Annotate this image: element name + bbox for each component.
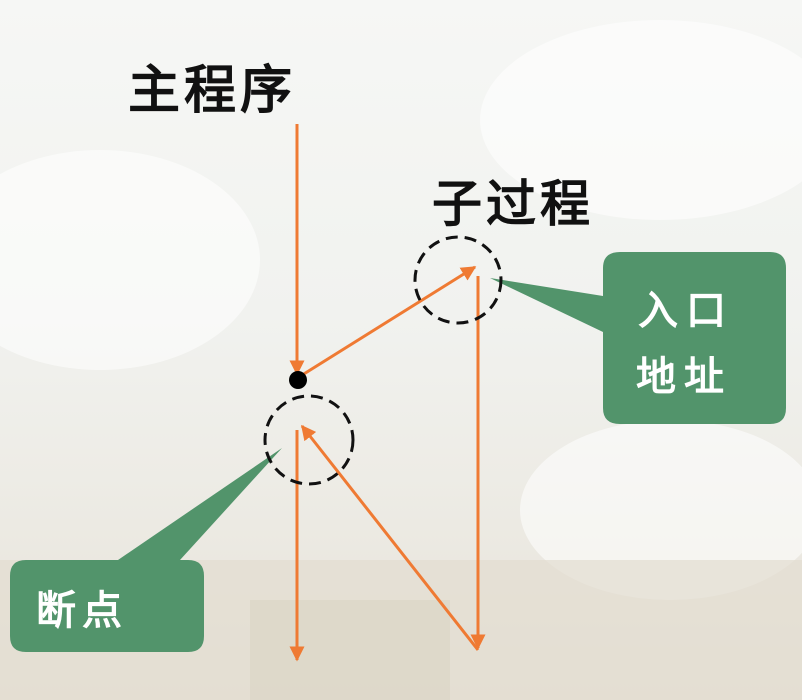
main-program-label: 主程序 bbox=[128, 60, 297, 121]
entry-address-label-line2: 地址 bbox=[636, 353, 732, 400]
breakpoint-circle bbox=[263, 394, 355, 486]
breakpoint-callout bbox=[10, 448, 282, 652]
return-arrow bbox=[300, 424, 480, 651]
call-arrow bbox=[298, 265, 477, 379]
subprocess-label: 子过程 bbox=[432, 174, 594, 233]
background-building bbox=[250, 600, 450, 700]
entry-circle bbox=[413, 235, 503, 325]
breakpoint-dot bbox=[289, 371, 307, 389]
background-cloud bbox=[480, 20, 802, 220]
entry-address-callout bbox=[490, 252, 786, 424]
background-cloud bbox=[0, 150, 260, 370]
breakpoint-label: 断点 bbox=[36, 587, 128, 634]
entry-address-label-line1: 入口 bbox=[638, 287, 734, 334]
